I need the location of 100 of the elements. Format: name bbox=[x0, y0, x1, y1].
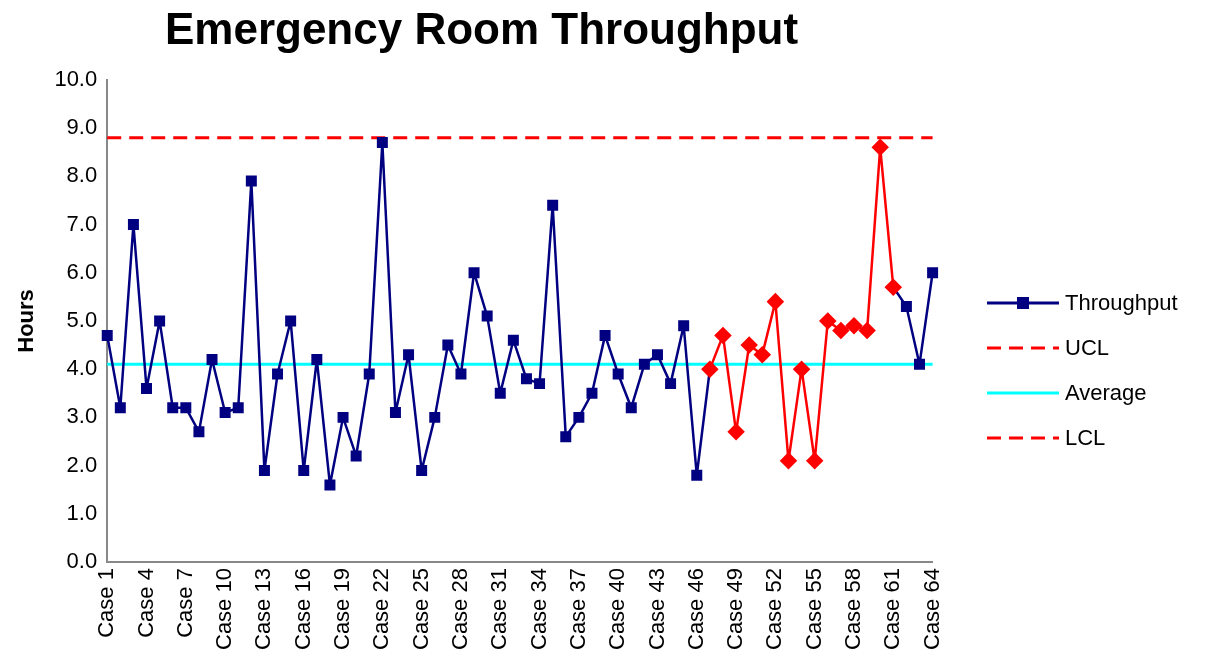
x-tick-label: Case 55 bbox=[800, 568, 826, 651]
x-tick-label: Case 25 bbox=[407, 568, 433, 651]
legend-label: UCL bbox=[1065, 334, 1110, 361]
y-tick-label: 5.0 bbox=[66, 306, 98, 332]
point bbox=[560, 431, 572, 443]
x-tick-label: Case 13 bbox=[250, 568, 276, 651]
point bbox=[219, 407, 231, 419]
point bbox=[442, 339, 454, 351]
x-tick-label: Case 46 bbox=[682, 568, 708, 651]
point bbox=[154, 315, 166, 327]
x-tick-label: Case 4 bbox=[132, 568, 158, 638]
x-tick-label: Case 49 bbox=[722, 568, 748, 651]
point bbox=[114, 402, 126, 414]
x-tick-label: Case 22 bbox=[368, 568, 394, 651]
point bbox=[272, 368, 284, 380]
legend-label: Average bbox=[1065, 379, 1147, 406]
point bbox=[494, 387, 506, 399]
x-tick-label: Case 61 bbox=[879, 568, 905, 651]
point bbox=[767, 293, 784, 310]
point bbox=[455, 368, 467, 380]
y-tick-label: 10.0 bbox=[54, 65, 98, 91]
point bbox=[780, 452, 797, 470]
point bbox=[363, 368, 375, 380]
x-tick-label: Case 19 bbox=[329, 568, 355, 651]
point bbox=[638, 358, 650, 370]
point bbox=[727, 423, 745, 441]
x-tick-label: Case 28 bbox=[447, 568, 473, 651]
point bbox=[193, 426, 205, 438]
point bbox=[127, 218, 139, 230]
point bbox=[311, 354, 323, 365]
x-tick-label: Case 34 bbox=[525, 568, 551, 651]
point bbox=[691, 469, 703, 481]
point bbox=[806, 452, 823, 470]
point bbox=[701, 360, 719, 378]
y-tick-label: 9.0 bbox=[66, 114, 98, 140]
x-tick-label: Case 58 bbox=[840, 568, 866, 651]
point bbox=[389, 407, 401, 419]
point bbox=[206, 354, 218, 365]
point bbox=[885, 278, 902, 296]
point bbox=[520, 373, 532, 385]
point bbox=[651, 349, 663, 361]
point bbox=[245, 175, 257, 187]
x-tick-label: Case 10 bbox=[211, 568, 237, 651]
point bbox=[403, 349, 415, 361]
point bbox=[599, 329, 611, 341]
point bbox=[586, 387, 598, 399]
point bbox=[416, 464, 428, 476]
x-tick-label: Case 16 bbox=[289, 568, 315, 651]
point bbox=[481, 310, 493, 322]
point bbox=[298, 464, 310, 476]
point bbox=[832, 322, 850, 339]
point bbox=[665, 378, 677, 390]
point bbox=[468, 267, 480, 279]
point bbox=[612, 368, 624, 380]
text: LCL bbox=[1065, 424, 1106, 450]
chart-title: Emergency Room Throughput bbox=[164, 3, 799, 53]
point bbox=[101, 329, 113, 341]
x-tick-label: Case 40 bbox=[604, 568, 630, 651]
y-tick-label: 8.0 bbox=[66, 162, 98, 188]
y-tick-label: 1.0 bbox=[66, 499, 98, 525]
point bbox=[507, 334, 519, 346]
point bbox=[714, 327, 732, 344]
point bbox=[573, 411, 585, 423]
point bbox=[324, 479, 336, 491]
x-tick-label: Case 31 bbox=[486, 568, 512, 651]
y-tick-label: 4.0 bbox=[66, 355, 98, 381]
point bbox=[232, 402, 244, 414]
point bbox=[547, 199, 559, 211]
point bbox=[429, 411, 441, 423]
point bbox=[350, 450, 362, 462]
x-tick-label: Case 43 bbox=[643, 568, 669, 651]
point bbox=[180, 402, 192, 414]
point bbox=[337, 411, 349, 423]
y-tick-label: 2.0 bbox=[66, 451, 98, 477]
x-tick-label: Case 37 bbox=[564, 568, 590, 651]
point bbox=[819, 312, 837, 330]
point bbox=[678, 320, 690, 332]
point bbox=[871, 139, 889, 156]
point bbox=[285, 315, 297, 327]
point bbox=[793, 360, 810, 378]
x-tick-label: Case 7 bbox=[171, 568, 197, 638]
y-tick-label: 6.0 bbox=[66, 258, 98, 284]
x-tick-label: Case 52 bbox=[761, 568, 787, 651]
point bbox=[141, 382, 153, 394]
y-tick-label: 7.0 bbox=[66, 210, 98, 236]
point bbox=[845, 317, 863, 334]
point bbox=[927, 267, 939, 279]
point bbox=[914, 358, 925, 370]
point bbox=[534, 378, 546, 390]
legend-label: Throughput bbox=[1065, 289, 1178, 316]
x-tick-label: Case 64 bbox=[918, 568, 944, 651]
point bbox=[376, 137, 388, 148]
y-tick-label: 3.0 bbox=[66, 403, 98, 429]
point bbox=[740, 336, 758, 354]
point bbox=[900, 300, 912, 312]
point bbox=[858, 322, 876, 339]
point bbox=[167, 402, 179, 414]
point bbox=[258, 464, 270, 476]
y-axis-title: Hours bbox=[13, 289, 39, 353]
point bbox=[625, 402, 637, 414]
